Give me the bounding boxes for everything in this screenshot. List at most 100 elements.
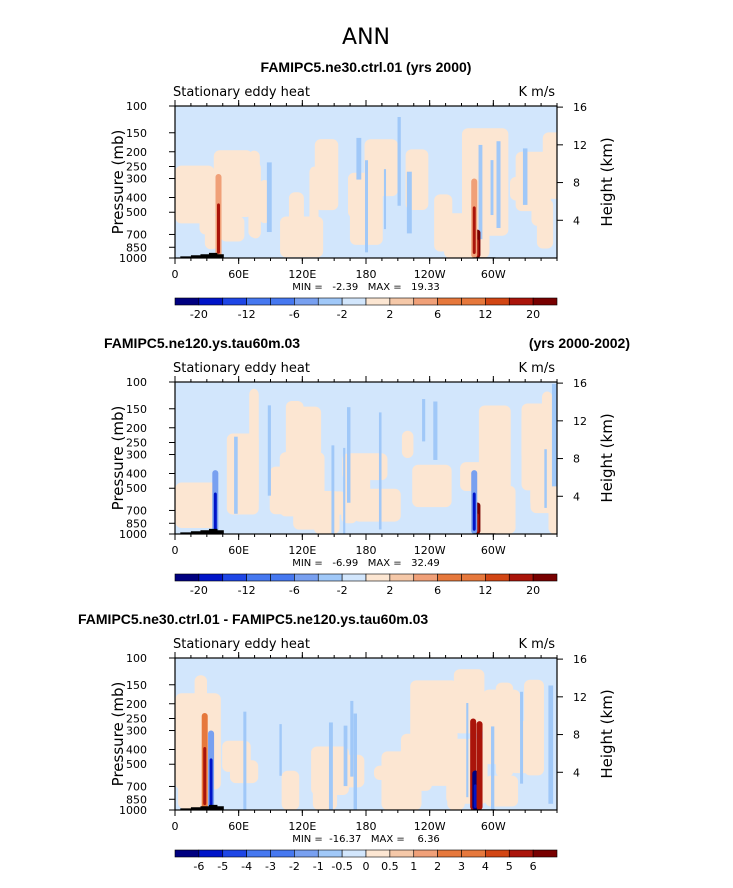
colorbar-label: 20 xyxy=(526,308,540,321)
y-tick-label: 200 xyxy=(126,146,147,159)
contour-streak xyxy=(433,401,438,460)
contour-streak xyxy=(491,726,495,810)
contour-streak xyxy=(496,141,501,228)
colorbar-box xyxy=(437,849,462,858)
contour-region xyxy=(412,742,460,786)
x-tick-label: 120W xyxy=(414,268,446,281)
contour-streak xyxy=(422,399,426,442)
y-tick-label: 250 xyxy=(126,160,147,173)
colorbar-label: 2 xyxy=(386,308,393,321)
x-tick-label: 120E xyxy=(288,544,316,557)
colorbar-box xyxy=(413,849,438,858)
y-right-axis-label: Height (km) xyxy=(598,413,616,502)
y-tick-label: 100 xyxy=(126,376,147,389)
y-axis-label: Pressure (mb) xyxy=(109,406,127,511)
contour-region xyxy=(347,172,370,218)
contour-streak xyxy=(478,144,483,240)
colorbar-label: 20 xyxy=(526,584,540,597)
colorbar-box xyxy=(413,573,438,582)
x-tick-label: 0 xyxy=(172,268,179,281)
contour-region xyxy=(546,137,557,199)
colorbar-label: 5 xyxy=(506,860,513,873)
colorbar-label: 6 xyxy=(434,584,441,597)
colorbar-box xyxy=(294,573,319,582)
colorbar-box xyxy=(389,849,415,858)
x-tick-label: 0 xyxy=(172,820,179,833)
x-tick-label: 60E xyxy=(228,544,249,557)
x-tick-label: 60W xyxy=(481,544,506,557)
y-tick-label: 400 xyxy=(126,744,147,757)
colorbar-label: 2 xyxy=(386,584,393,597)
y-right-tick-label: 8 xyxy=(573,453,580,466)
colorbar-box xyxy=(508,297,534,306)
colorbar-box xyxy=(270,297,295,306)
colorbar-box xyxy=(174,573,200,582)
y-tick-label: 500 xyxy=(126,758,147,771)
contour-streak xyxy=(266,162,272,233)
colorbar-label: 4 xyxy=(482,860,489,873)
colorbar-label: -5 xyxy=(217,860,228,873)
feature-core-3 xyxy=(472,492,476,531)
contour-streak xyxy=(544,449,547,508)
contour-region xyxy=(281,770,300,810)
colorbar-box xyxy=(437,297,462,306)
chart-panel-3: FAMIPC5.ne30.ctrl.01 - FAMIPC5.ne120.ys.… xyxy=(78,611,616,873)
contour-region xyxy=(412,464,452,508)
y-tick-label: 150 xyxy=(126,679,147,692)
contour-streak xyxy=(331,445,335,534)
colorbar-label: 2 xyxy=(434,860,441,873)
contour-streak xyxy=(234,436,238,514)
plot-area xyxy=(175,658,557,810)
contour-region xyxy=(410,680,458,761)
x-tick-label: 0 xyxy=(172,544,179,557)
colorbar-box xyxy=(198,573,224,582)
colorbar-label: -4 xyxy=(241,860,252,873)
colorbar-box xyxy=(174,849,200,858)
y-tick-label: 100 xyxy=(126,100,147,113)
colorbar-box xyxy=(485,297,510,306)
colorbar-label: 3 xyxy=(458,860,465,873)
y-right-tick-label: 16 xyxy=(573,653,587,666)
x-tick-label: 60W xyxy=(481,820,506,833)
colorbar-box xyxy=(365,849,391,858)
contour-streak xyxy=(406,171,412,234)
y-tick-label: 1000 xyxy=(119,528,147,541)
contour-region xyxy=(226,433,259,515)
page-title: ANN xyxy=(342,25,390,50)
colorbar-label: -12 xyxy=(238,308,256,321)
colorbar-label: -0.5 xyxy=(331,860,352,873)
right-string: K m/s xyxy=(519,85,556,100)
y-tick-label: 1000 xyxy=(119,252,147,265)
chart-panel-2: FAMIPC5.ne120.ys.tau60m.03 (yrs 2000-2002… xyxy=(104,335,630,597)
colorbar-box xyxy=(246,573,271,582)
contour-region xyxy=(453,669,485,734)
colorbar-box xyxy=(317,849,343,858)
colorbar-box xyxy=(246,849,271,858)
contour-streak xyxy=(490,160,494,216)
contour-region xyxy=(288,192,304,249)
contour-streak xyxy=(551,383,557,487)
contour-region xyxy=(220,216,245,242)
colorbar-label: -12 xyxy=(238,584,256,597)
contour-region xyxy=(248,150,260,238)
y-tick-label: 700 xyxy=(126,780,147,793)
y-right-tick-label: 4 xyxy=(573,214,580,227)
feature-core-1 xyxy=(217,203,221,254)
y-tick-label: 150 xyxy=(126,127,147,140)
chart-title-right: (yrs 2000-2002) xyxy=(529,335,630,351)
topography-asia xyxy=(180,528,224,534)
colorbar-box xyxy=(485,849,510,858)
y-right-tick-label: 8 xyxy=(573,729,580,742)
plot-area xyxy=(175,382,557,534)
colorbar-box xyxy=(341,297,367,306)
contour-region xyxy=(325,491,347,515)
contour-streak xyxy=(383,169,387,230)
colorbar-box xyxy=(532,573,558,582)
colorbar-box xyxy=(365,573,391,582)
colorbar-label: -3 xyxy=(265,860,276,873)
contour-streak xyxy=(343,447,346,534)
contour-region xyxy=(536,199,554,249)
y-right-tick-label: 8 xyxy=(573,177,580,190)
colorbar-box xyxy=(317,573,343,582)
colorbar-box xyxy=(461,573,486,582)
